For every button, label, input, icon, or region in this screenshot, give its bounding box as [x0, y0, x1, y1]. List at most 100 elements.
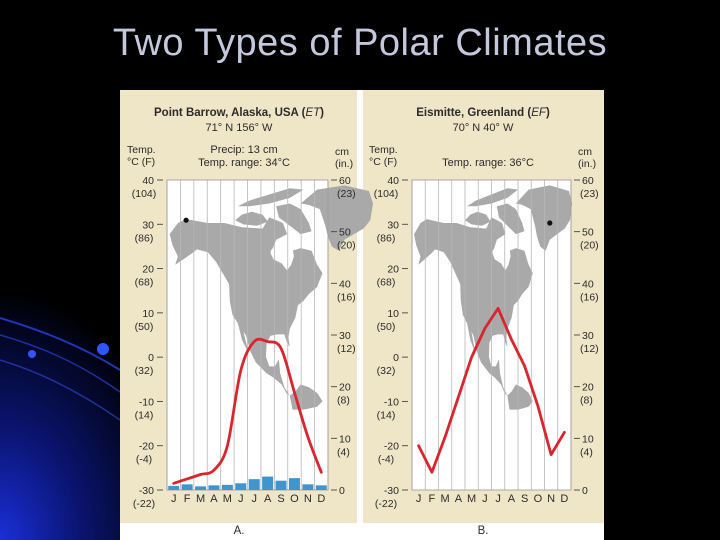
precip-tick-inches: (16) — [580, 291, 599, 303]
arctic-island — [465, 211, 491, 226]
precip-tick-label: 0 — [339, 485, 345, 497]
month-label: N — [547, 493, 555, 505]
month-label: D — [560, 493, 568, 505]
precip-tick-label: 30 — [339, 330, 351, 342]
precip-tick-inches: (20) — [337, 240, 356, 252]
panel-label-strip — [120, 523, 604, 540]
month-label: J — [251, 493, 256, 505]
month-label: A — [508, 493, 516, 505]
temp-tick-fahrenheit: (14) — [377, 409, 396, 421]
precip-bar — [315, 485, 327, 490]
precip-tick-label: 10 — [339, 433, 351, 445]
arctic-island — [496, 203, 525, 235]
slide-title: Two Types of Polar Climates — [112, 22, 608, 64]
temp-tick-label: -20 — [384, 441, 399, 453]
temp-tick-label: 10 — [142, 308, 154, 320]
panel-point-barrow: Point Barrow, Alaska, USA (ET) 71° N 156°… — [127, 107, 373, 537]
chart-title-climate-code: EF — [531, 107, 547, 119]
north-america-landmass — [169, 217, 323, 396]
arctic-island — [276, 203, 312, 235]
temp-axis-title: Temp. — [369, 144, 398, 156]
temp-tick-label: -10 — [384, 396, 399, 408]
temperature-line — [172, 337, 323, 485]
temp-tick-label: 30 — [142, 219, 154, 231]
precip-axis-unit: (in.) — [335, 158, 353, 170]
precip-tick-inches: (23) — [337, 188, 356, 200]
precip-bar — [248, 479, 260, 490]
temp-tick-label: 30 — [387, 219, 399, 231]
month-label: F — [429, 493, 436, 505]
month-label: J — [416, 493, 422, 505]
month-label: O — [534, 493, 543, 505]
precip-axis-title: cm — [335, 146, 349, 158]
precip-tick-label: 20 — [339, 382, 351, 394]
station-location-marker — [183, 217, 189, 223]
temp-axis-title: Temp. — [127, 144, 156, 156]
temp-tick-label: 40 — [142, 175, 154, 187]
chart-title: Point Barrow, Alaska, USA (ET) — [154, 107, 324, 119]
month-label: A — [264, 493, 272, 505]
precip-bar — [302, 484, 314, 490]
precip-bar — [221, 484, 233, 490]
chart-title-climate-code: ET — [305, 107, 321, 119]
temp-tick-fahrenheit: (-22) — [375, 498, 397, 510]
precip-tick-label: 40 — [339, 278, 351, 290]
precip-bar — [288, 478, 300, 490]
temp-tick-label: 10 — [387, 308, 399, 320]
month-label: M — [223, 493, 232, 505]
precip-tick-inches: (12) — [337, 343, 356, 355]
greenland — [300, 185, 373, 251]
precip-tick-label: 50 — [582, 227, 594, 239]
precip-tick-label: 60 — [339, 175, 351, 187]
coordinates: 70° N 40° W — [453, 122, 514, 134]
climate-figure: Point Barrow, Alaska, USA (ET) 71° N 156°… — [120, 90, 604, 540]
precip-tick-inches: (4) — [337, 446, 350, 458]
month-label: J — [171, 493, 177, 505]
precip-tick-label: 30 — [582, 330, 594, 342]
temp-tick-fahrenheit: (-4) — [378, 454, 394, 466]
arctic-island — [235, 211, 268, 226]
precip-bar — [208, 485, 220, 490]
south-america-tip — [507, 384, 533, 410]
temp-tick-label: 0 — [148, 352, 154, 364]
station-location-marker — [547, 220, 553, 226]
panel-label: A. — [234, 525, 245, 537]
month-label: A — [455, 493, 463, 505]
temp-tick-fahrenheit: (104) — [374, 188, 399, 200]
panel-divider — [357, 90, 363, 540]
temp-axis-unit: °C (F) — [127, 156, 155, 168]
chart-title: Eismitte, Greenland (EF) — [416, 107, 550, 119]
temp-tick-label: 20 — [142, 264, 154, 276]
arctic-island — [467, 188, 518, 207]
precip-tick-inches: (8) — [580, 395, 593, 407]
temp-tick-fahrenheit: (32) — [377, 365, 396, 377]
temp-tick-fahrenheit: (86) — [135, 232, 154, 244]
temp-tick-fahrenheit: (50) — [377, 321, 396, 333]
month-label: O — [290, 493, 299, 505]
month-label: M — [467, 493, 476, 505]
month-label: D — [317, 493, 325, 505]
precip-bar — [235, 483, 247, 490]
temp-tick-fahrenheit: (14) — [135, 409, 154, 421]
month-label: A — [210, 493, 218, 505]
month-label: J — [482, 493, 488, 505]
precip-tick-label: 50 — [339, 227, 351, 239]
temp-tick-label: -20 — [139, 441, 154, 453]
precip-tick-label: 20 — [582, 382, 594, 394]
temp-tick-label: -30 — [139, 485, 154, 497]
chart-title-station: Eismitte, Greenland ( — [416, 107, 531, 119]
precip-tick-label: 10 — [582, 433, 594, 445]
precip-bar — [168, 485, 180, 490]
north-america-landmass — [414, 217, 533, 396]
chart-title-end: ) — [546, 107, 550, 119]
precip-tick-inches: (8) — [337, 395, 350, 407]
arctic-island — [237, 188, 304, 207]
precip-tick-label: 60 — [582, 175, 594, 187]
precip-tick-inches: (12) — [580, 343, 599, 355]
precip-axis-title: cm — [578, 146, 592, 158]
precip-tick-inches: (16) — [337, 291, 356, 303]
precip-tick-label: 0 — [582, 485, 588, 497]
temperature-line — [417, 307, 566, 474]
temp-tick-fahrenheit: (50) — [135, 321, 154, 333]
precip-tick-inches: (4) — [580, 446, 593, 458]
